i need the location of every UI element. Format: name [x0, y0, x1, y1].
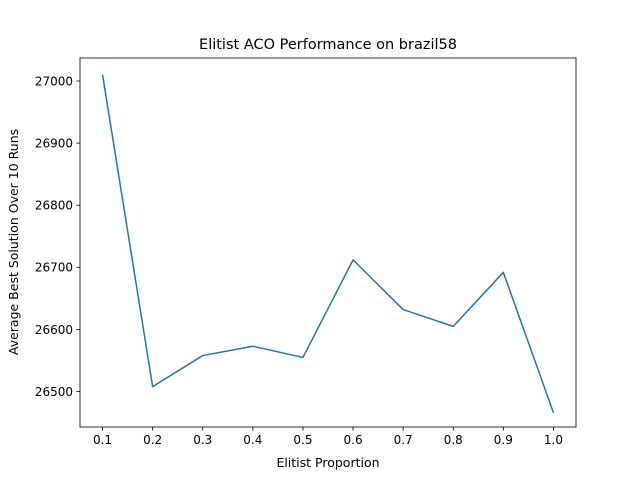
x-tick-label: 0.7 [394, 433, 413, 447]
y-tick-label: 26500 [35, 385, 73, 399]
y-tick-label: 26800 [35, 199, 73, 213]
x-tick-label: 1.0 [544, 433, 563, 447]
plot-area: 0.1 0.2 0.3 0.4 0.5 0.6 0.7 0.8 0.9 1.0 26500 26600… [35, 57, 577, 447]
x-tick-label: 0.8 [444, 433, 463, 447]
y-tick-label: 26900 [35, 136, 73, 150]
x-tick-label: 0.4 [243, 433, 262, 447]
y-tick-label: 26600 [35, 323, 73, 337]
x-tick-label: 0.1 [93, 433, 112, 447]
x-tick-label: 0.5 [293, 433, 312, 447]
x-axis-label: Elitist Proportion [276, 455, 379, 470]
y-tick-label: 27000 [35, 74, 73, 88]
y-tick-label: 26700 [35, 261, 73, 275]
x-tick-label: 0.2 [143, 433, 162, 447]
series-line-0 [101, 74, 555, 413]
y-axis-label: Average Best Solution Over 10 Runs [6, 129, 21, 355]
x-tick-label: 0.6 [344, 433, 363, 447]
chart-title: Elitist ACO Performance on brazil58 [199, 37, 457, 53]
plot-frame [79, 57, 577, 428]
x-tick-label: 0.9 [494, 433, 513, 447]
x-tick-label: 0.3 [193, 433, 212, 447]
